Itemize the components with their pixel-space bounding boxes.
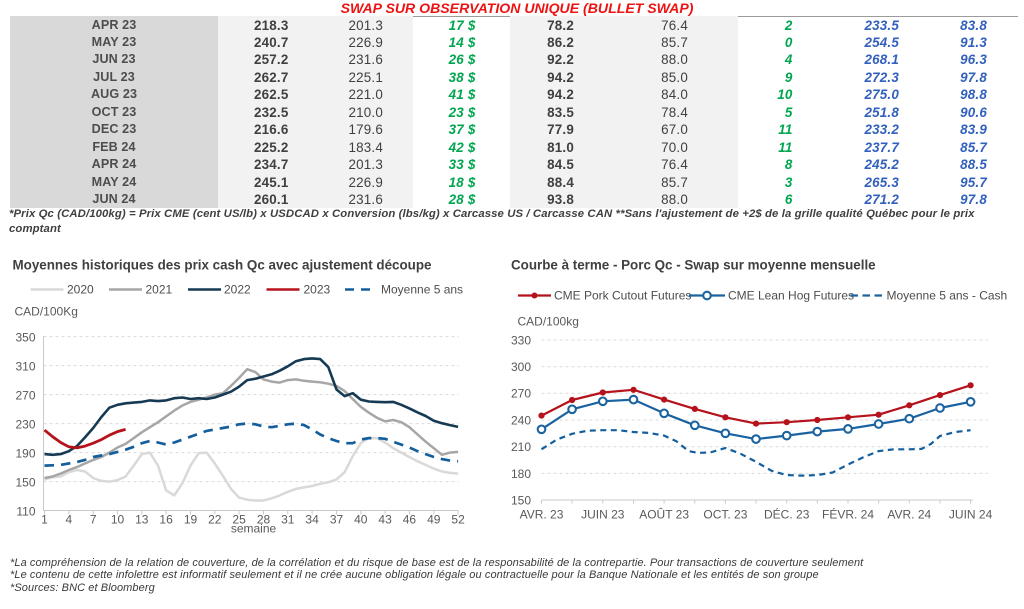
svg-text:AVR. 23: AVR. 23 (520, 507, 564, 521)
svg-text:10: 10 (111, 513, 125, 527)
svg-text:52: 52 (451, 513, 465, 527)
svg-text:Moyenne 5 ans - Cash: Moyenne 5 ans - Cash (887, 289, 1008, 303)
svg-text:150: 150 (15, 476, 35, 490)
svg-text:7: 7 (90, 513, 97, 527)
svg-text:OCT. 23: OCT. 23 (703, 507, 747, 521)
svg-text:2020: 2020 (67, 283, 94, 297)
svg-text:CAD/100Kg: CAD/100Kg (15, 305, 78, 319)
svg-text:Moyenne 5 ans: Moyenne 5 ans (381, 283, 463, 297)
svg-text:46: 46 (403, 513, 417, 527)
svg-text:31: 31 (281, 513, 295, 527)
svg-text:150: 150 (511, 493, 531, 507)
svg-text:FÉVR. 24: FÉVR. 24 (822, 506, 874, 521)
svg-text:13: 13 (135, 513, 149, 527)
svg-text:semaine: semaine (231, 522, 277, 536)
svg-text:Moyennes historiques des prix: Moyennes historiques des prix cash Qc av… (13, 258, 432, 273)
svg-text:2021: 2021 (146, 283, 173, 297)
svg-text:350: 350 (15, 331, 35, 345)
svg-text:25: 25 (232, 513, 246, 527)
svg-text:28: 28 (257, 513, 271, 527)
svg-text:CME Pork Cutout Futures: CME Pork Cutout Futures (554, 289, 691, 303)
svg-text:180: 180 (511, 467, 531, 481)
svg-text:CME Lean Hog Futures: CME Lean Hog Futures (728, 289, 854, 303)
svg-text:19: 19 (184, 513, 198, 527)
svg-text:1: 1 (41, 513, 48, 527)
svg-text:16: 16 (159, 513, 173, 527)
svg-text:DÉC. 23: DÉC. 23 (764, 506, 810, 521)
svg-text:22: 22 (208, 513, 222, 527)
svg-text:210: 210 (511, 440, 531, 454)
svg-text:310: 310 (15, 360, 35, 374)
svg-text:49: 49 (427, 513, 441, 527)
svg-text:JUIN 23: JUIN 23 (581, 507, 625, 521)
svg-text:2022: 2022 (224, 283, 251, 297)
svg-text:AOÛT 23: AOÛT 23 (639, 506, 689, 521)
svg-text:270: 270 (15, 389, 35, 403)
svg-text:330: 330 (511, 333, 531, 347)
svg-text:2023: 2023 (304, 283, 331, 297)
svg-text:240: 240 (511, 413, 531, 427)
svg-text:AVR. 24: AVR. 24 (887, 507, 931, 521)
svg-text:190: 190 (15, 447, 35, 461)
svg-text:300: 300 (511, 360, 531, 374)
svg-text:4: 4 (65, 513, 72, 527)
svg-text:110: 110 (16, 505, 35, 519)
svg-text:CAD/100kg: CAD/100kg (518, 315, 579, 329)
svg-text:230: 230 (15, 418, 35, 432)
svg-text:37: 37 (330, 513, 344, 527)
svg-text:270: 270 (511, 387, 531, 401)
svg-text:43: 43 (378, 513, 392, 527)
svg-text:Courbe à terme - Porc Qc - Swa: Courbe à terme - Porc Qc - Swap sur moye… (511, 258, 876, 273)
svg-text:40: 40 (354, 513, 368, 527)
svg-text:JUIN 24: JUIN 24 (949, 507, 993, 521)
svg-text:34: 34 (305, 513, 319, 527)
